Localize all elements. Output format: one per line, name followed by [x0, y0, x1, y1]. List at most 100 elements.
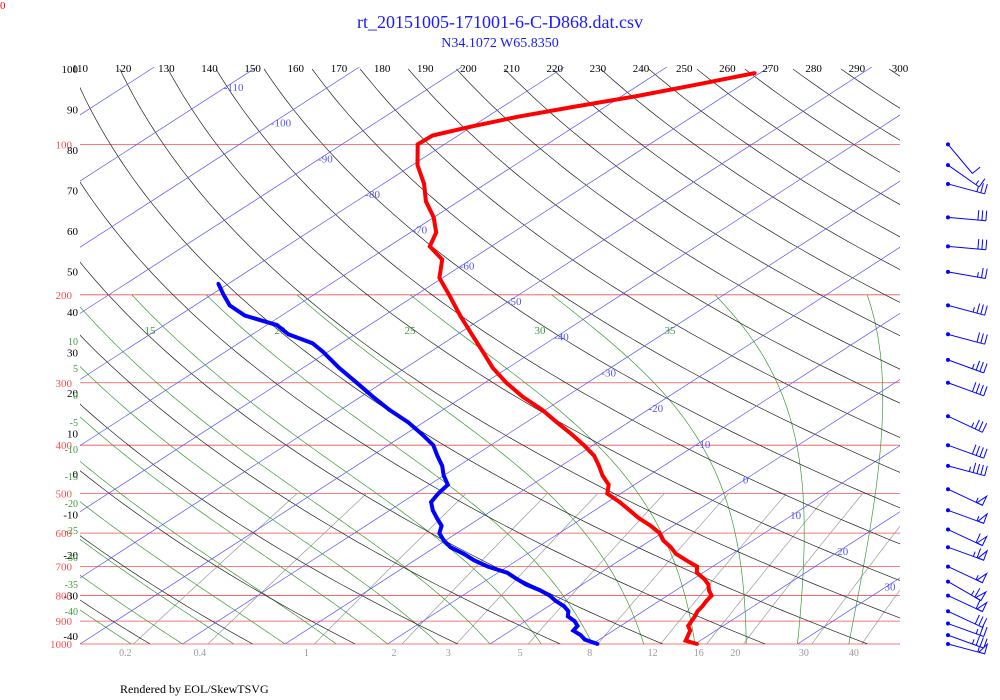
wind-barb-full: [979, 447, 984, 457]
dry-adiabat-line: [0, 69, 48, 644]
temperature-point: [430, 133, 435, 138]
isotherm-label: -60: [460, 260, 475, 272]
theta-tick-label: 290: [849, 63, 866, 75]
dewpoint-point: [429, 500, 433, 504]
temperature-point: [693, 83, 698, 87]
isotherm-label: 30: [884, 581, 896, 593]
wind-barb-staff: [947, 623, 984, 637]
temperature-point: [504, 381, 509, 385]
theta-tick-label: 210: [503, 63, 520, 75]
dry-adiabat-line: [504, 68, 900, 337]
mixing-ratio-line: [861, 589, 900, 644]
wind-barb-full: [984, 334, 988, 345]
wind-barb-full: [981, 239, 984, 250]
theta-tick-label: 250: [676, 63, 693, 75]
temperature-point: [707, 588, 711, 592]
wind-barb-flag: [977, 549, 989, 561]
theta-tick-label: 130: [158, 63, 175, 75]
wind-barb: [946, 357, 988, 374]
wind-barb-full: [975, 599, 981, 609]
dewpoint-point: [440, 464, 445, 468]
mixing-ratio-label: 16: [694, 648, 704, 659]
moist-adiabat-line: [951, 295, 1000, 644]
mixing-ratio-line: [207, 493, 367, 644]
left-axis-label: 70: [67, 186, 79, 198]
mixing-ratio-label: 8: [587, 648, 592, 659]
isotherm-line: [694, 511, 900, 644]
dewpoint-point: [505, 570, 510, 575]
wind-barb-full: [975, 533, 981, 543]
theta-tick-label: 140: [201, 63, 218, 75]
temperature-point: [683, 638, 688, 643]
dry-adiabat-line: [648, 68, 900, 238]
temperature-point: [415, 163, 420, 167]
wind-barb: [946, 633, 988, 649]
temperature-point: [606, 482, 611, 487]
dewpoint-point: [243, 313, 247, 318]
wind-barb-staff: [947, 216, 986, 222]
dry-adiabat-line: [80, 470, 356, 644]
chart-subtitle: N34.1072 W65.8350: [441, 36, 559, 51]
wind-barb-staff: [947, 183, 985, 195]
wind-barb-half: [975, 497, 979, 503]
wind-barb-full: [984, 183, 988, 194]
wind-barb: [946, 579, 988, 602]
dewpoint-point: [420, 432, 424, 436]
dry-adiabat-line: [408, 68, 900, 404]
mixing-ratio-line: [314, 493, 467, 644]
wind-barb-full: [975, 360, 981, 371]
wind-barb: [946, 609, 988, 628]
dewpoint-point: [275, 323, 279, 327]
wind-barb: [946, 182, 988, 195]
wind-barb-flag: [975, 535, 988, 547]
dewpoint-point: [441, 538, 446, 543]
wind-barb-staff: [947, 465, 985, 477]
dewpoint-point: [286, 332, 291, 337]
dewpoint-point: [321, 349, 325, 354]
temperature-point: [695, 570, 699, 575]
wind-barb-full: [978, 616, 984, 626]
wind-barb-flag: [975, 601, 988, 613]
dry-adiabat-line: [359, 68, 900, 438]
dry-adiabat-line: [80, 403, 458, 644]
isotherm-line: [80, 67, 258, 182]
wind-barb-full: [983, 363, 988, 374]
dewpoint-point: [578, 633, 583, 637]
corner-label: 0: [0, 0, 6, 12]
wind-barb: [946, 508, 989, 524]
wind-barb-full: [977, 210, 980, 221]
isotherm-line: [592, 445, 900, 644]
dry-adiabat-line: [937, 69, 1000, 644]
wind-barb-full: [977, 238, 980, 250]
wind-barb-half: [972, 307, 975, 313]
temperature-point: [695, 609, 700, 614]
wind-barb-full: [984, 305, 988, 316]
wind-barb-staff: [947, 444, 984, 459]
dry-adiabat-line: [311, 68, 900, 473]
wind-barb-half: [976, 516, 980, 522]
dewpoint-point: [472, 558, 477, 563]
temperature-point: [689, 619, 694, 623]
pressure-tick-label: 1000: [50, 639, 73, 651]
mixing-ratio-label: 0.2: [119, 648, 132, 659]
left-axis-label: 0: [73, 469, 79, 481]
dewpoint-point: [436, 491, 441, 496]
wind-barb-flag: [975, 494, 988, 506]
wind-barb-half: [977, 272, 979, 278]
temperature-point: [695, 642, 699, 646]
wind-barb-staff: [947, 164, 980, 188]
left-axis-label: 10: [67, 429, 79, 441]
wind-barb-staff: [947, 359, 984, 374]
wind-barb-full: [979, 361, 984, 372]
temperature-point: [569, 432, 574, 436]
mixing-ratio-line: [527, 493, 665, 644]
isotherm-label: -80: [365, 189, 380, 201]
wind-barb-full: [983, 386, 988, 396]
isotherm-label: -50: [507, 296, 522, 308]
dewpoint-point: [435, 454, 440, 458]
wind-barb-station: [946, 332, 950, 337]
wind-barb-staff: [947, 245, 986, 251]
isotherm-line: [797, 577, 900, 644]
wind-barb: [946, 527, 988, 547]
pressure-tick-label: 800: [56, 591, 73, 603]
